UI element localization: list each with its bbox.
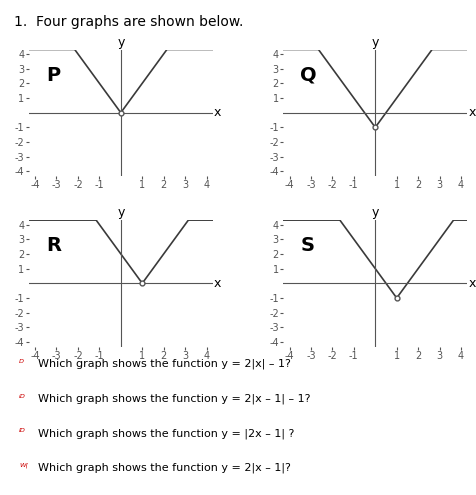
Text: ᴵᴰ: ᴵᴰ	[19, 428, 26, 438]
Text: y: y	[371, 206, 378, 219]
Text: P: P	[46, 66, 60, 85]
Text: Which graph shows the function y = 2|x – 1|?: Which graph shows the function y = 2|x –…	[38, 463, 290, 473]
Text: ⁱᴰ: ⁱᴰ	[19, 394, 26, 403]
Text: x: x	[214, 106, 221, 119]
Text: y: y	[117, 36, 124, 49]
Text: 1.  Four graphs are shown below.: 1. Four graphs are shown below.	[14, 15, 243, 29]
Text: x: x	[214, 277, 221, 290]
Text: x: x	[467, 106, 475, 119]
Text: Which graph shows the function y = |2x – 1| ?: Which graph shows the function y = |2x –…	[38, 428, 294, 439]
Text: ᵂ⁽: ᵂ⁽	[19, 463, 28, 473]
Text: Which graph shows the function y = 2|x| – 1?: Which graph shows the function y = 2|x| …	[38, 359, 290, 369]
Text: y: y	[371, 36, 378, 49]
Text: y: y	[117, 206, 124, 219]
Text: Q: Q	[299, 66, 316, 85]
Text: ᴰ: ᴰ	[19, 359, 24, 369]
Text: R: R	[46, 236, 60, 255]
Text: Which graph shows the function y = 2|x – 1| – 1?: Which graph shows the function y = 2|x –…	[38, 394, 310, 404]
Text: x: x	[467, 277, 475, 290]
Text: S: S	[299, 236, 314, 255]
